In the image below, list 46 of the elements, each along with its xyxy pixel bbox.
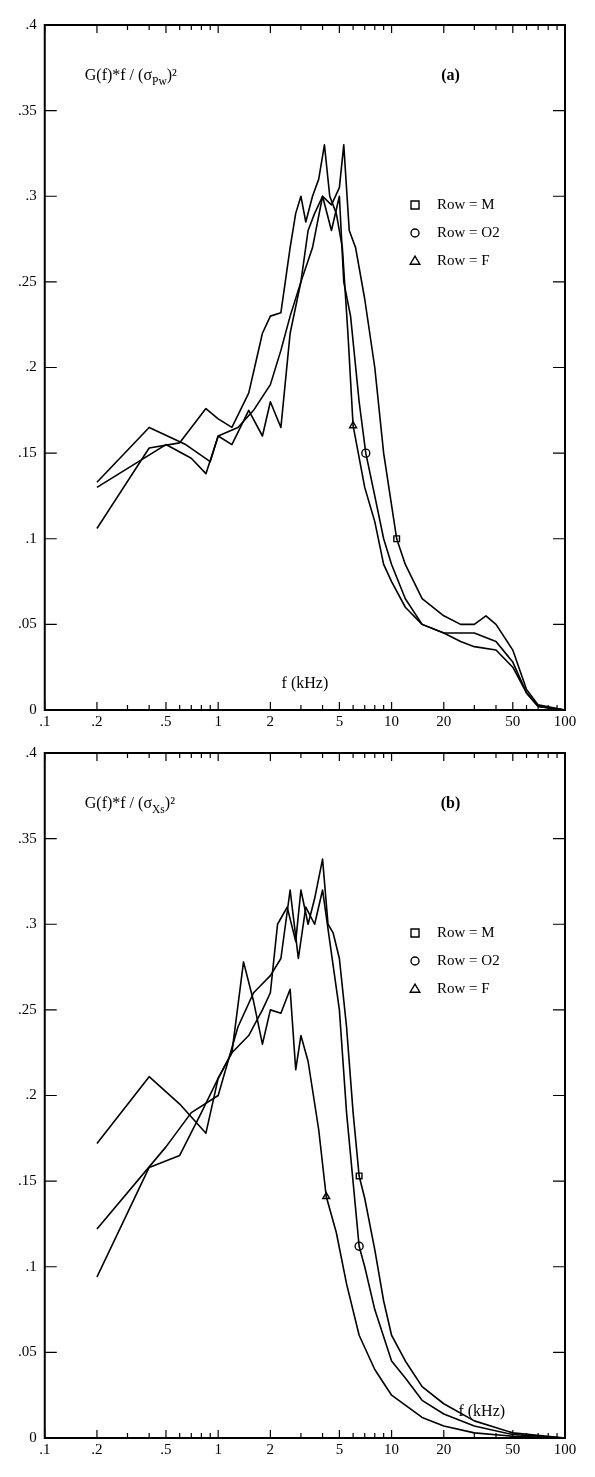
legend-label: Row = O2 xyxy=(437,223,500,240)
legend-label: Row = F xyxy=(437,979,490,996)
x-tick-label: 10 xyxy=(384,712,400,729)
y-tick-label: .3 xyxy=(25,187,37,204)
x-tick-label: .2 xyxy=(91,712,103,729)
y-tick-label: .35 xyxy=(18,829,37,846)
legend-label: Row = M xyxy=(437,923,495,940)
x-tick-label: 100 xyxy=(553,1440,577,1457)
x-tick-label: 20 xyxy=(436,712,452,729)
x-tick-label: 5 xyxy=(335,712,344,729)
y-tick-label: .3 xyxy=(25,915,37,932)
x-tick-label: 20 xyxy=(436,1440,452,1457)
x-axis-title: f (kHz) xyxy=(458,1402,506,1420)
text: (a) xyxy=(441,66,460,84)
y-tick-label: .2 xyxy=(25,358,37,375)
legend-label: Row = F xyxy=(437,251,490,268)
y-tick-label: 0 xyxy=(29,1428,37,1445)
x-axis-title: f (kHz) xyxy=(281,674,329,692)
y-tick-label: .25 xyxy=(18,272,37,289)
legend-label: Row = O2 xyxy=(437,951,500,968)
x-tick-label: 2 xyxy=(266,712,275,729)
x-tick-label: 5 xyxy=(335,1440,344,1457)
y-tick-label: .1 xyxy=(25,1257,37,1274)
y-tick-label: .35 xyxy=(18,101,37,118)
y-tick-label: .4 xyxy=(25,15,38,32)
y-tick-label: .05 xyxy=(18,1343,37,1360)
x-tick-label: 10 xyxy=(384,1440,400,1457)
y-tick-label: .15 xyxy=(18,1172,37,1189)
y-tick-label: .05 xyxy=(18,615,37,632)
y-tick-label: .15 xyxy=(18,444,37,461)
y-tick-label: 0 xyxy=(29,700,37,717)
text: (b) xyxy=(440,794,461,812)
legend-label: Row = M xyxy=(437,195,495,212)
y-tick-label: .1 xyxy=(25,529,37,546)
x-tick-label: 1 xyxy=(214,1440,222,1457)
x-tick-label: 2 xyxy=(266,1440,275,1457)
x-tick-label: .2 xyxy=(91,1440,103,1457)
x-tick-label: 50 xyxy=(505,712,521,729)
x-tick-label: .5 xyxy=(160,712,172,729)
x-tick-label: 50 xyxy=(505,1440,521,1457)
y-tick-label: .2 xyxy=(25,1086,37,1103)
x-tick-label: 1 xyxy=(214,712,222,729)
x-tick-label: 100 xyxy=(553,712,577,729)
x-tick-label: .5 xyxy=(160,1440,172,1457)
y-tick-label: .25 xyxy=(18,1000,37,1017)
y-tick-label: .4 xyxy=(25,743,38,760)
